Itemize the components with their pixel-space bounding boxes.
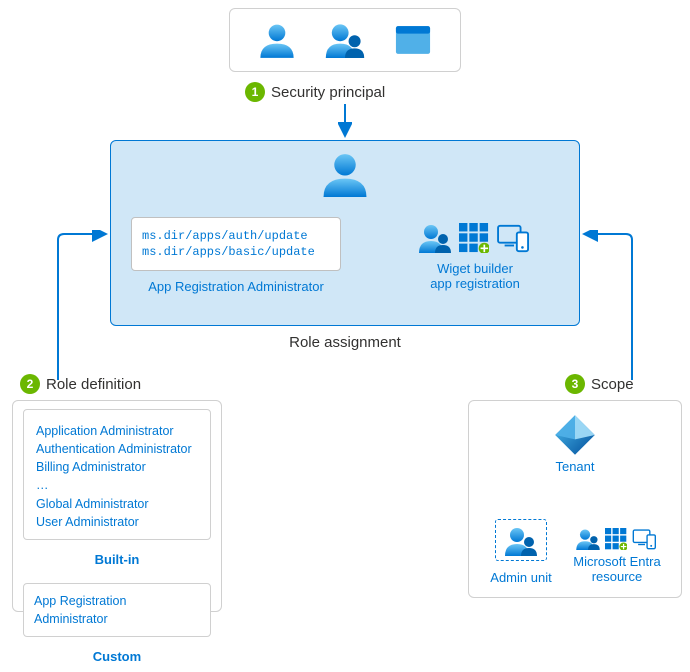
security-principal-panel [229,8,461,72]
tenant-label: Tenant [553,459,597,474]
builtin-label: Built-in [13,548,221,575]
scope-panel: Tenant Admin unit Microsoft Entra resour… [468,400,682,598]
admin-unit-label: Admin unit [483,570,559,585]
role-definition-panel: Application Administrator Authentication… [12,400,222,612]
role-assignment-label: Role assignment [110,334,580,351]
scope-label: Scope [591,376,634,393]
grid-icon [605,528,627,550]
role-definition-label: Role definition [46,376,141,393]
badge-3: 3 [565,374,585,394]
tenant-icon [553,413,597,457]
custom-label: Custom [13,645,221,672]
builtin-roles-card: Application Administrator Authentication… [23,409,211,540]
builtin-role-item: Billing Administrator [36,458,198,476]
wiget-builder-caption-l2: app registration [395,276,555,291]
group-icon [325,22,365,58]
assignment-person-icon [320,151,370,197]
app-reg-admin-caption: App Registration Administrator [131,279,341,294]
devices-icon [497,223,531,253]
scope-label-row: 3 Scope [565,374,634,394]
permissions-code: ms.dir/apps/auth/update ms.dir/apps/basi… [131,217,341,271]
group-icon [576,528,600,550]
custom-role-item: App Registration Administrator [34,592,200,628]
devices-icon [632,528,658,550]
badge-2: 2 [20,374,40,394]
builtin-role-item: Global Administrator [36,495,198,513]
builtin-role-item: Authentication Administrator [36,440,198,458]
security-principal-label-row: 1 Security principal [245,82,385,102]
app-icon [394,24,432,56]
role-assignment-panel: ms.dir/apps/auth/update ms.dir/apps/basi… [110,140,580,326]
security-principal-label: Security principal [271,84,385,101]
admin-unit-box [495,519,547,561]
badge-1: 1 [245,82,265,102]
role-definition-label-row: 2 Role definition [20,374,141,394]
resource-label-l2: resource [563,569,671,585]
arrow-scope-to-assignment [580,230,640,380]
custom-roles-card: App Registration Administrator [23,583,211,637]
person-icon [258,22,296,58]
builtin-role-item: … [36,476,198,494]
resource-label-l1: Microsoft Entra [563,554,671,570]
builtin-role-item: User Administrator [36,513,198,531]
group-icon [419,223,451,253]
wiget-builder-caption-l1: Wiget builder [395,261,555,276]
group-icon [504,526,538,556]
arrow-sp-to-assignment [338,104,352,140]
builtin-role-item: Application Administrator [36,422,198,440]
arrow-roledef-to-assignment [50,230,110,380]
grid-icon [459,223,489,253]
